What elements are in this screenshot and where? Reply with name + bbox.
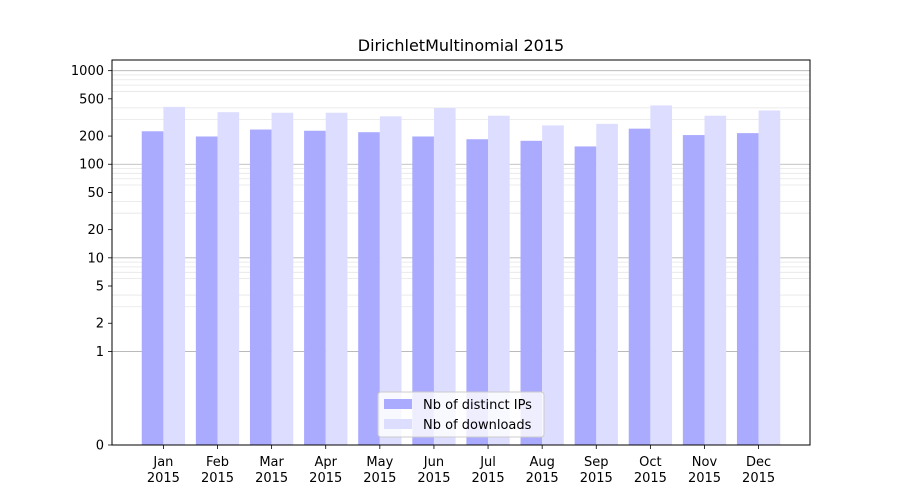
x-tick-label: Sep 2015 xyxy=(580,455,613,486)
bar-distinct-ips xyxy=(195,136,218,445)
bar-distinct-ips xyxy=(412,136,434,445)
x-tick-label: Jan 2015 xyxy=(147,455,180,486)
y-tick-label: 500 xyxy=(79,92,104,107)
legend-label: Nb of downloads xyxy=(423,418,532,433)
bar-downloads xyxy=(542,125,564,445)
bar-distinct-ips xyxy=(466,139,489,445)
y-tick-label: 5 xyxy=(96,280,104,295)
bar-downloads xyxy=(650,105,673,445)
bar-downloads xyxy=(758,110,781,446)
bar-distinct-ips xyxy=(358,132,380,445)
legend-label: Nb of distinct IPs xyxy=(423,398,532,413)
y-tick-label: 20 xyxy=(87,223,104,238)
bar-downloads xyxy=(379,116,402,445)
chart-title: DirichletMultinomial 2015 xyxy=(358,36,564,55)
bar-downloads xyxy=(433,107,456,446)
x-tick-label: Nov 2015 xyxy=(688,455,721,486)
bar-downloads xyxy=(596,123,618,445)
legend-swatch xyxy=(384,419,412,429)
bar-downloads xyxy=(488,115,510,445)
legend: Nb of distinct IPs Nb of downloads xyxy=(377,391,545,438)
bar-distinct-ips xyxy=(574,146,597,446)
bar-distinct-ips xyxy=(249,129,272,445)
x-tick-label: Mar 2015 xyxy=(255,455,288,486)
x-tick-label: Feb 2015 xyxy=(201,455,234,486)
y-tick-label: 50 xyxy=(87,186,104,201)
bar-distinct-ips xyxy=(304,130,326,445)
legend-swatch xyxy=(384,399,412,409)
plot-frame xyxy=(111,59,811,446)
y-tick-label: 0 xyxy=(96,439,104,454)
y-tick-label: 2 xyxy=(96,317,104,332)
bar-distinct-ips xyxy=(141,131,164,445)
y-tick-label: 10 xyxy=(87,251,104,266)
legend-box xyxy=(377,391,545,438)
y-tick-label: 1 xyxy=(96,345,104,360)
x-tick-label: Jun 2015 xyxy=(417,455,450,486)
bar-distinct-ips xyxy=(682,135,705,445)
x-tick-label: Jul 2015 xyxy=(472,455,505,486)
bar-downloads xyxy=(704,115,727,445)
bar-downloads xyxy=(271,112,294,445)
bar-downloads xyxy=(163,106,186,445)
y-tick-label: 200 xyxy=(79,130,104,145)
y-tick-label: 100 xyxy=(79,158,104,173)
axes: Jan 2015 Feb 2015 Mar 2015 Apr 2015 May 2015 Jun 20… xyxy=(71,59,811,486)
bar-distinct-ips xyxy=(736,133,759,446)
bar-distinct-ips xyxy=(628,128,651,445)
x-tick-label: Aug 2015 xyxy=(526,455,559,486)
y-tick-label: 1000 xyxy=(71,64,104,79)
x-tick-label: May 2015 xyxy=(363,455,396,486)
x-tick-label: Apr 2015 xyxy=(309,455,342,486)
bars xyxy=(141,105,781,446)
bar-downloads xyxy=(217,112,240,445)
bar-distinct-ips xyxy=(520,140,543,445)
bar-downloads xyxy=(325,112,348,445)
x-tick-label: Dec 2015 xyxy=(742,455,775,486)
x-tick-label: Oct 2015 xyxy=(634,455,667,486)
